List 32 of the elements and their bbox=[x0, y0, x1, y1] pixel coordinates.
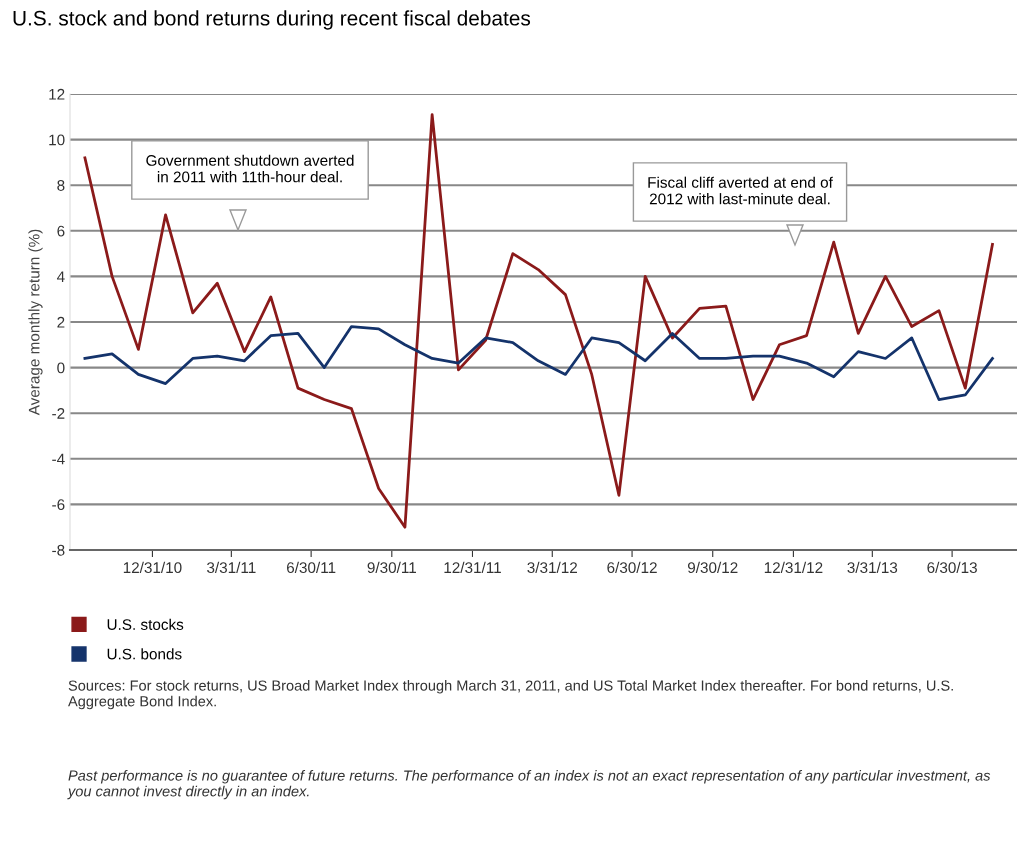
line-series bbox=[83, 113, 994, 529]
y-tick-label: 2 bbox=[57, 316, 65, 328]
x-tick-label: 3/31/11 bbox=[207, 561, 256, 574]
x-tick-label: 12/31/10 bbox=[123, 561, 182, 574]
y-tick-label: 4 bbox=[56, 271, 65, 282]
annotation: Fiscal cliff averted at end of 2012 with last-minute deal. bbox=[648, 176, 833, 205]
line-series bbox=[83, 325, 994, 401]
y-tick-label: 8 bbox=[57, 180, 65, 191]
y-tick-label: -6 bbox=[52, 499, 65, 511]
legend-label: U.S. stocks bbox=[107, 618, 184, 630]
x-tick-label: 9/30/12 bbox=[687, 561, 738, 574]
annotation: Government shutdown averted in 2011 with 11th-hour deal. bbox=[146, 154, 354, 183]
x-tick-label: 3/31/13 bbox=[847, 561, 898, 574]
y-tick-label: 10 bbox=[49, 134, 65, 146]
y-tick-label: -8 bbox=[52, 544, 65, 556]
text: Past performance is no guarantee of future returns. The performance of an index is not an exact representation of any particular investment, as you cannot invest directly in an index. bbox=[67, 770, 991, 800]
source-note: Sources: For stock returns, US Broad Market Index through March 31, 2011, and US Total Market Index thereafter. For bond returns, U.S. Aggregate Bond Index. bbox=[68, 680, 953, 710]
y-tick-label: 12 bbox=[49, 88, 65, 100]
y-tick-label: -2 bbox=[52, 408, 65, 419]
x-tick-label: 6/30/12 bbox=[607, 561, 657, 574]
y-tick-label: 0 bbox=[57, 362, 65, 374]
y-tick-label: -4 bbox=[52, 453, 65, 465]
x-tick-label: 9/30/11 bbox=[367, 561, 416, 574]
x-tick-label: 12/31/11 bbox=[444, 561, 501, 574]
x-tick-label: 3/31/12 bbox=[527, 561, 577, 574]
x-tick-label: 12/31/12 bbox=[764, 561, 823, 574]
x-tick-label: 6/30/13 bbox=[927, 561, 977, 574]
legend-label: U.S. bonds bbox=[107, 648, 182, 660]
y-axis-title: Average monthly return (%) bbox=[28, 229, 43, 416]
x-tick-label: 6/30/11 bbox=[286, 561, 336, 574]
chart-title: U.S. stock and bond returns during recent fiscal debates bbox=[13, 10, 531, 30]
y-tick-label: 6 bbox=[57, 225, 65, 237]
